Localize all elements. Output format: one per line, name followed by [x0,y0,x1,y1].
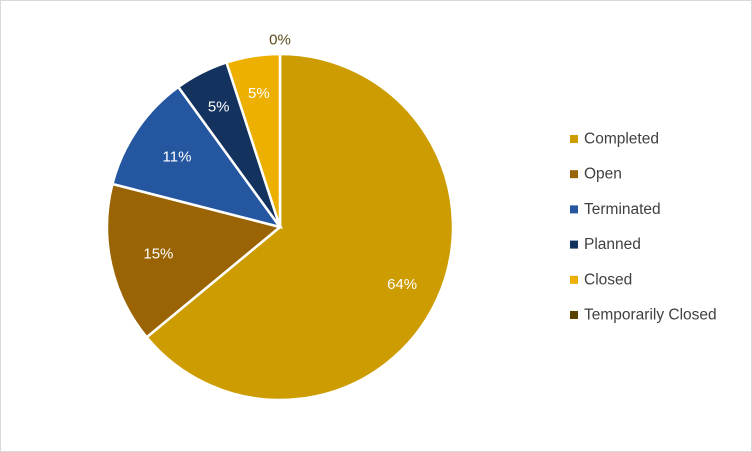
legend-swatch-temporarily-closed [570,311,578,319]
slice-open [105,182,283,340]
legend: Completed Open Terminated Planned Closed Temp… [570,131,717,324]
data-label-closed: 5% [248,85,270,102]
legend-label-open: Open [584,166,622,183]
data-label-temporarily-closed: 0% [269,32,291,49]
data-label-planned: 5% [208,98,230,115]
legend-swatch-completed [570,135,578,143]
legend-item-closed: Closed [570,271,632,288]
legend-swatch-closed [570,275,578,284]
pie-data-labels: 64% 15% 11% 5% 5% 0% [143,32,417,294]
legend-swatch-open [570,170,578,179]
slice-completed [144,52,455,402]
legend-item-temporarily-closed: Temporarily Closed [570,307,717,324]
legend-label-closed: Closed [584,271,632,288]
legend-swatch-terminated [570,205,578,214]
legend-label-terminated: Terminated [584,201,661,218]
legend-label-completed: Completed [584,131,659,148]
slice-terminated [110,85,284,230]
legend-item-open: Open [570,166,622,183]
pie-slices [105,52,455,402]
legend-label-planned: Planned [584,236,641,253]
legend-swatch-planned [570,240,578,249]
legend-item-planned: Planned [570,236,641,253]
legend-label-temporarily-closed: Temporarily Closed [584,307,717,324]
slice-closed [224,52,282,228]
legend-item-completed: Completed [570,131,659,148]
data-label-open: 15% [143,246,173,263]
legend-item-terminated: Terminated [570,201,661,218]
data-label-terminated: 11% [163,149,192,166]
data-label-completed: 64% [387,276,417,293]
